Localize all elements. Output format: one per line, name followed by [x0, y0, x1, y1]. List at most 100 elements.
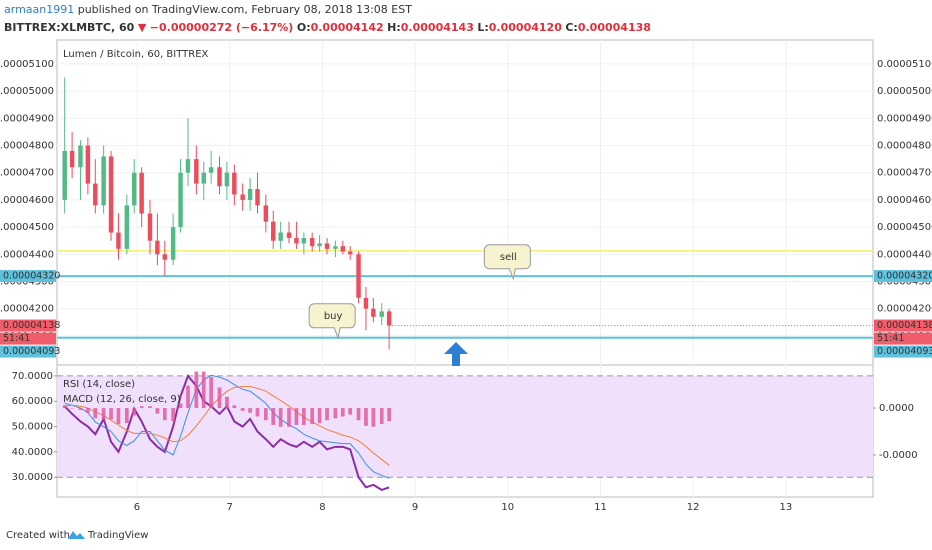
macd-histogram-bar [287, 408, 291, 427]
candle-body [147, 213, 153, 241]
x-tick-label: 7 [227, 502, 233, 513]
x-tick-label: 10 [501, 502, 514, 513]
macd-histogram-bar [278, 408, 283, 427]
y-tick-label: 0.00004600 [877, 195, 932, 206]
rsi-band [57, 375, 873, 478]
candle-body [294, 237, 299, 244]
y-tick-label: 0.00004800 [877, 141, 932, 152]
chart-title: Lumen / Bitcoin, 60, BITTREX [63, 49, 209, 60]
x-tick-label: 6 [134, 502, 140, 513]
candle-body [232, 172, 237, 195]
current-price-tag-bg [874, 319, 932, 332]
macd-histogram-bar [86, 408, 90, 413]
candle-body [356, 254, 361, 298]
candle-body [69, 150, 75, 168]
candle-body [263, 205, 269, 222]
price-line-tag-bg [0, 345, 56, 358]
price-line-tag: 0.00004093 [3, 346, 60, 357]
candle-body [278, 232, 283, 241]
y-tick-label: 0.00004600 [0, 195, 54, 206]
macd-histogram-bar [255, 408, 260, 417]
callout-text: buy [324, 311, 343, 322]
publish-line: armaan1991 published on TradingView.com,… [4, 3, 412, 16]
candle-body [139, 172, 144, 214]
macd-histogram-bar [340, 408, 345, 417]
y-tick-label: 0.00004700 [0, 168, 54, 179]
candle-body [62, 150, 67, 200]
callout-bubble [308, 303, 356, 340]
y-tick-label: 0.00004400 [0, 249, 54, 260]
x-tick-label: 11 [594, 502, 607, 513]
candle-body [340, 246, 346, 252]
candle-body [309, 237, 315, 247]
candle-body [255, 189, 260, 206]
macd-histogram-bar [387, 408, 391, 422]
macd-histogram-bar [139, 406, 144, 409]
ohlc-value: 0.00004138 [578, 21, 651, 34]
candle-body [271, 221, 276, 241]
y-tick-label: 0.00004800 [0, 141, 54, 152]
macd-histogram-bar [271, 408, 276, 425]
y-tick-label: 0.00004900 [877, 113, 932, 124]
brand-logo [68, 531, 85, 539]
candle-body [116, 232, 121, 249]
x-tick-label: 13 [779, 502, 792, 513]
candle-body [347, 251, 353, 255]
macd-histogram-bar [240, 408, 245, 411]
published-text: published on TradingView.com, February 0… [74, 3, 412, 16]
y-tick-label: 0.00004500 [0, 222, 54, 233]
candle-body [201, 172, 206, 184]
y-tick-label: 0.00005000 [0, 86, 54, 97]
macd-histogram-bar [62, 405, 67, 409]
callout-bubble [483, 244, 531, 281]
y-tick-label: 50.0000 [12, 422, 53, 433]
macd-histogram-bar [364, 408, 368, 426]
current-price-tag: 0.00004138 [3, 320, 60, 331]
macd-histogram-bar [301, 408, 306, 425]
symbol-line: BITTREX:XLMBTC, 60 ▼ −0.00000272 (−6.17%… [4, 21, 651, 34]
y2-tick-label: 0.0000 [879, 403, 914, 414]
ohlc-label: L: [477, 21, 488, 34]
current-price-tag: 0.00004138 [877, 320, 932, 331]
macd-histogram-bar [294, 408, 299, 425]
macd-histogram-bar [217, 387, 222, 409]
macd-histogram-bar [109, 408, 113, 420]
macd-histogram-bar [178, 403, 183, 409]
ohlc-label: O: [297, 21, 311, 34]
candle-body [324, 243, 330, 249]
candle-body [217, 167, 222, 187]
candle-body [371, 308, 376, 317]
candle-body [101, 156, 106, 206]
y-tick-label: 0.00005000 [877, 86, 932, 97]
macd-histogram-bar [209, 377, 214, 409]
y-tick-label: 40.0000 [12, 447, 53, 458]
candle-body [333, 246, 338, 249]
macd-histogram-bar [93, 408, 98, 419]
chart-area: 6789101112130.000041000.000041000.000042… [0, 39, 932, 513]
change: −0.00000272 (−6.17%) [150, 21, 294, 34]
legend-label: MACD (12, 26, close, 9) [63, 394, 181, 405]
macd-histogram-bar [101, 408, 106, 420]
candle-body [124, 205, 130, 249]
macd-histogram-bar [186, 385, 190, 409]
macd-histogram-bar [333, 408, 338, 419]
price-line-tag: 0.00004093 [877, 346, 932, 357]
candle-body [301, 237, 307, 244]
macd-histogram-bar [132, 408, 137, 416]
candle-body [317, 243, 322, 247]
candle-body [85, 145, 91, 184]
candle-body [386, 311, 392, 326]
y-tick-label: 0.00004500 [877, 222, 932, 233]
callout-text: sell [500, 252, 517, 263]
macd-histogram-bar [263, 408, 268, 421]
candle-body [131, 172, 137, 206]
x-tick-label: 12 [687, 502, 700, 513]
price-line-tag: 0.00004320 [3, 271, 60, 282]
macd-histogram-bar [371, 408, 376, 427]
footer-brand[interactable]: TradingView [87, 530, 148, 541]
macd-histogram-bar [194, 371, 199, 409]
author[interactable]: armaan1991 [4, 3, 74, 16]
symbol: BITTREX:XLMBTC, 60 [4, 21, 135, 34]
y-tick-label: 0.00005100 [0, 59, 54, 70]
indicator-line [64, 374, 390, 479]
